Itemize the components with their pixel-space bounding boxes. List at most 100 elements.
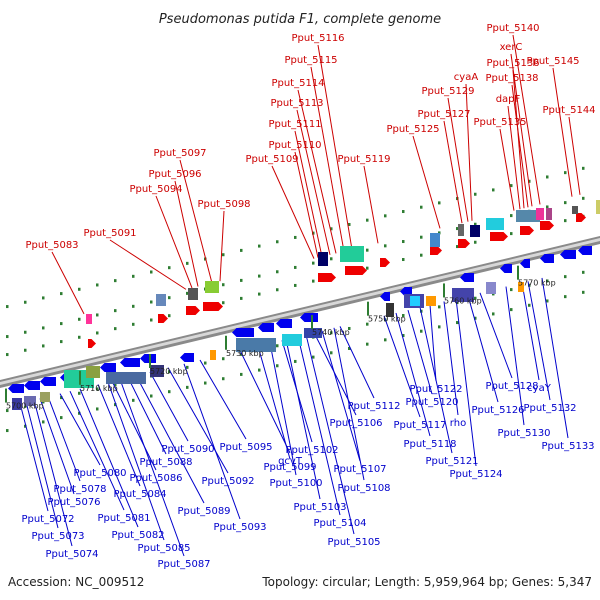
- reverse-leader-line: [257, 345, 291, 460]
- reverse-leader-line: [47, 396, 81, 482]
- reverse-leader-line: [135, 375, 205, 504]
- gene-feature-box: [458, 224, 464, 236]
- forward-leader-line: [155, 195, 193, 289]
- gene-label-pput-5121: Pput_5121: [425, 456, 478, 467]
- track-dot: [456, 301, 459, 305]
- gene-label-pput-5097: Pput_5097: [153, 148, 206, 159]
- track-dot: [366, 322, 369, 326]
- track-dot: [132, 274, 135, 278]
- track-dot: [528, 303, 531, 307]
- gene-feature-box: [340, 246, 364, 262]
- track-dot: [24, 424, 27, 428]
- track-dot: [258, 244, 261, 248]
- track-dot: [564, 171, 567, 175]
- track-dot: [240, 352, 243, 356]
- forward-leader-line: [271, 165, 315, 259]
- reverse-leader-line: [97, 384, 141, 487]
- gene-label-pput-5100: Pput_5100: [269, 478, 322, 489]
- forward-leader-line: [51, 251, 85, 315]
- gene-label-pput-5083: Pput_5083: [25, 240, 78, 251]
- track-dot: [582, 290, 585, 294]
- track-dot: [366, 342, 369, 346]
- forward-leader-line: [499, 128, 515, 211]
- reverse-leader-line: [269, 343, 297, 476]
- gene-label-cyaa: cyaA: [454, 72, 479, 83]
- forward-leader-line: [174, 180, 199, 287]
- reverse-leader-line: [199, 359, 247, 440]
- track-dot: [546, 279, 549, 283]
- reverse-gene-arrow: [232, 328, 254, 337]
- gene-label-pput-5104: Pput_5104: [313, 518, 366, 529]
- gene-label-xerc: xerC: [500, 42, 523, 53]
- gene-feature-box: [205, 281, 219, 293]
- gene-label-pput-5144: Pput_5144: [542, 105, 595, 116]
- gene-label-pput-5087: Pput_5087: [157, 559, 210, 570]
- track-dot: [312, 231, 315, 235]
- track-dot: [564, 295, 567, 299]
- track-dot: [240, 372, 243, 376]
- track-dot: [186, 291, 189, 295]
- track-dot: [222, 283, 225, 287]
- gene-label-pput-5091: Pput_5091: [83, 228, 136, 239]
- gene-label-pput-5094: Pput_5094: [129, 184, 182, 195]
- reverse-gene-arrow: [40, 377, 56, 386]
- track-dot: [240, 296, 243, 300]
- reverse-gene-arrow: [276, 319, 292, 328]
- reverse-leader-line: [429, 304, 437, 382]
- forward-leader-line: [512, 34, 541, 205]
- track-dot: [294, 265, 297, 269]
- track-dot: [150, 270, 153, 274]
- track-dot: [96, 313, 99, 317]
- gene-label-pput-5138: Pput_5138: [485, 73, 538, 84]
- track-dot: [276, 240, 279, 244]
- track-dot: [222, 301, 225, 305]
- track-dot: [6, 353, 9, 357]
- gene-label-pput-5103: Pput_5103: [293, 502, 346, 513]
- track-dot: [492, 188, 495, 192]
- track-dot: [60, 322, 63, 326]
- track-dot: [42, 344, 45, 348]
- forward-gene-arrow: [186, 306, 200, 315]
- forward-leader-line: [412, 135, 441, 229]
- reverse-leader-line: [443, 301, 459, 416]
- gene-label-pput-5117: Pput_5117: [393, 420, 446, 431]
- gene-label-pput-5092: Pput_5092: [201, 476, 254, 487]
- kbp-ticks-layer: 5700 kbp 5710 kbp 5720 kbp 5730 kbp 5740 kbp…: [5, 265, 556, 411]
- reverse-leader-line: [505, 286, 525, 426]
- track-dot: [348, 222, 351, 226]
- reverse-gene-arrow: [300, 313, 318, 322]
- gene-label-pput-5140: Pput_5140: [486, 23, 539, 34]
- track-dot: [96, 331, 99, 335]
- track-dot: [456, 227, 459, 231]
- track-dot: [402, 314, 405, 318]
- gene-label-pput-5088: Pput_5088: [139, 457, 192, 468]
- track-dot: [564, 201, 567, 205]
- gene-label-pput-5082: Pput_5082: [111, 530, 164, 541]
- page-title: Pseudomonas putida F1, complete genome: [159, 12, 441, 27]
- gene-label-pput-5105: Pput_5105: [327, 537, 380, 548]
- track-dot: [132, 398, 135, 402]
- reverse-leader-line: [541, 277, 569, 439]
- reverse-leader-line: [527, 281, 551, 401]
- track-dot: [564, 219, 567, 223]
- forward-leader-line: [317, 44, 353, 250]
- track-dot: [348, 326, 351, 330]
- reverse-gene-arrow: [8, 384, 24, 393]
- track-dot: [222, 357, 225, 361]
- track-dot: [24, 404, 27, 408]
- track-dot: [222, 253, 225, 257]
- forward-leader-line: [510, 53, 533, 207]
- track-dot: [294, 283, 297, 287]
- forward-leader-line: [447, 97, 469, 222]
- track-dot: [132, 322, 135, 326]
- gene-feature-box: [304, 328, 322, 338]
- forward-leader-line: [511, 84, 529, 208]
- track-dot: [564, 275, 567, 279]
- forward-gene-arrow: [345, 266, 367, 275]
- track-dot: [24, 300, 27, 304]
- forward-leader-line: [363, 165, 379, 244]
- track-dot: [438, 231, 441, 235]
- track-dot: [438, 305, 441, 309]
- track-dot: [456, 321, 459, 325]
- track-dot: [96, 283, 99, 287]
